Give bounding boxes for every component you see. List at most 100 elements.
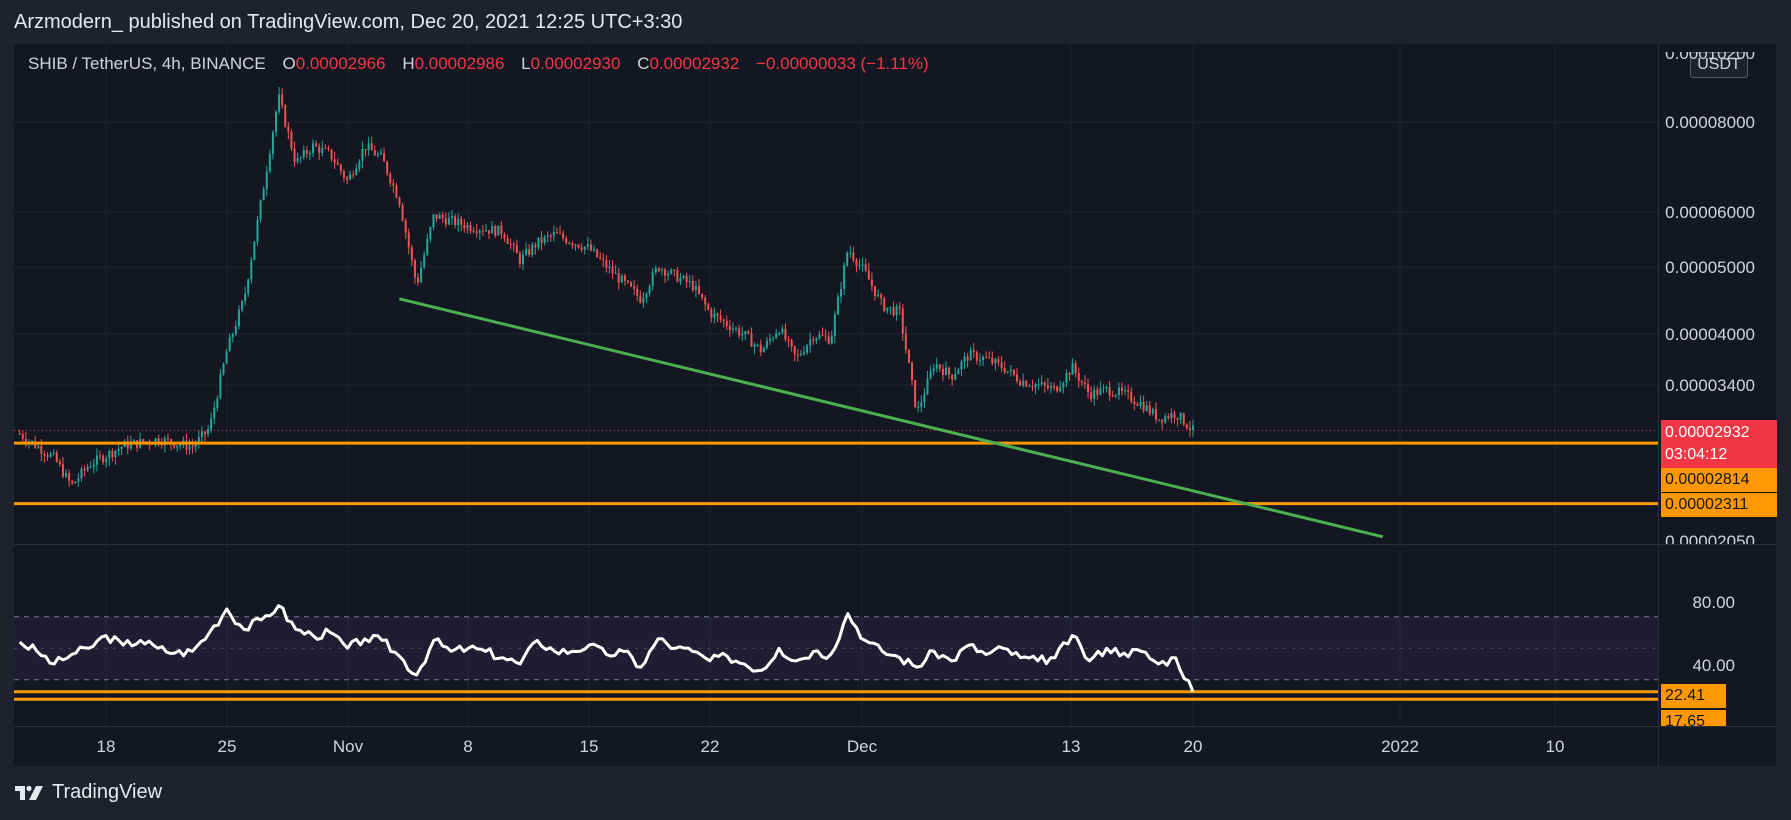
candle-body (988, 357, 991, 359)
time-tick: 2022 (1381, 737, 1419, 756)
time-tick: 13 (1061, 737, 1081, 756)
candle-body (914, 380, 917, 408)
candle-body (978, 360, 981, 362)
open-value: 0.00002966 (295, 54, 386, 73)
candle-body (89, 466, 92, 468)
candle-body (478, 230, 481, 233)
candle-body (630, 282, 633, 287)
candle-body (1043, 382, 1046, 386)
candle-body (503, 234, 506, 239)
candle-body (1031, 386, 1034, 388)
candle-body (731, 328, 734, 331)
candle-body (898, 306, 901, 309)
candle-body (253, 241, 256, 261)
symbol-title[interactable]: SHIB / TetherUS, 4h, BINANCE (28, 54, 266, 73)
candle-body (157, 438, 160, 444)
candle-body (417, 277, 420, 283)
candle-body (620, 275, 623, 283)
rsi-badge-1: 22.41 (1661, 684, 1726, 708)
high-value: 0.00002986 (414, 54, 505, 73)
candle-body (1068, 373, 1071, 375)
candle-body (339, 164, 342, 172)
candle-body (593, 249, 596, 251)
candle-body (682, 275, 685, 278)
candle-body (481, 230, 484, 232)
candle-body (1154, 409, 1157, 420)
candle-body (1093, 389, 1096, 399)
candle-body (1139, 402, 1142, 406)
candle-body (207, 429, 210, 435)
candle-body (469, 224, 472, 231)
tradingview-footer[interactable]: TradingView (14, 781, 162, 804)
candle-body (944, 367, 947, 375)
price-tick: 0.00003400 (1665, 376, 1755, 395)
candle-body (265, 171, 268, 190)
candle-body (818, 334, 821, 339)
trendline (398, 297, 1384, 539)
candle-body (571, 243, 574, 246)
price-tick: 0.00004000 (1665, 325, 1755, 344)
candle-body (111, 451, 114, 458)
candle-body (645, 293, 648, 299)
candle-body (1028, 386, 1031, 388)
candle-body (673, 269, 676, 271)
price-tick: 0.00006000 (1665, 203, 1755, 222)
currency-unit-button[interactable]: USDT (1690, 52, 1748, 78)
countdown-value: 03:04:12 (1665, 446, 1728, 463)
candle-body (716, 313, 719, 316)
candle-body (358, 161, 361, 169)
candle-body (1158, 419, 1161, 421)
candle-body (611, 266, 614, 274)
candle-body (173, 443, 176, 448)
candle-body (858, 265, 861, 267)
time-tick: 20 (1183, 737, 1203, 756)
candle-body (1151, 409, 1154, 414)
candle-body (568, 242, 571, 244)
candle-body (605, 260, 608, 269)
pane-separator[interactable] (14, 544, 1776, 545)
candle-body (537, 237, 540, 248)
candle-body (1102, 387, 1105, 389)
candle-body (744, 331, 747, 334)
candle-body (1108, 386, 1111, 396)
candle-body (154, 438, 157, 445)
candle-body (982, 356, 985, 361)
candle-body (80, 468, 83, 479)
candle-body (972, 350, 975, 353)
candle-body (321, 147, 324, 153)
candle-body (589, 244, 592, 251)
candle-body (61, 464, 64, 477)
candle-body (713, 313, 716, 318)
candle-body (694, 286, 697, 291)
candle-body (596, 249, 599, 258)
candle-body (525, 249, 528, 255)
candle-body (302, 150, 305, 158)
candle-body (1099, 388, 1102, 395)
candle-body (892, 306, 895, 316)
candle-body (219, 374, 222, 399)
candle-body (305, 150, 308, 154)
candle-body (1167, 416, 1170, 419)
candle-body (367, 143, 370, 151)
candle-body (166, 438, 169, 440)
candle-body (197, 436, 200, 445)
low-label: L (521, 54, 531, 73)
candle-body (852, 252, 855, 261)
candle-body (975, 352, 978, 361)
candle-body (355, 168, 358, 176)
candle-body (463, 224, 466, 229)
candle-body (929, 371, 932, 379)
candle-body (342, 171, 345, 178)
candle-body (129, 442, 132, 449)
candle-body (707, 304, 710, 310)
chart-panel[interactable] (14, 44, 1776, 766)
candle-body (617, 272, 620, 283)
candle-body (274, 111, 277, 132)
candle-body (855, 260, 858, 266)
candle-body (664, 269, 667, 276)
rsi-tick: 40.00 (1692, 656, 1735, 675)
candle-body (228, 337, 231, 352)
candle-body (176, 445, 179, 448)
candle-body (985, 356, 988, 358)
